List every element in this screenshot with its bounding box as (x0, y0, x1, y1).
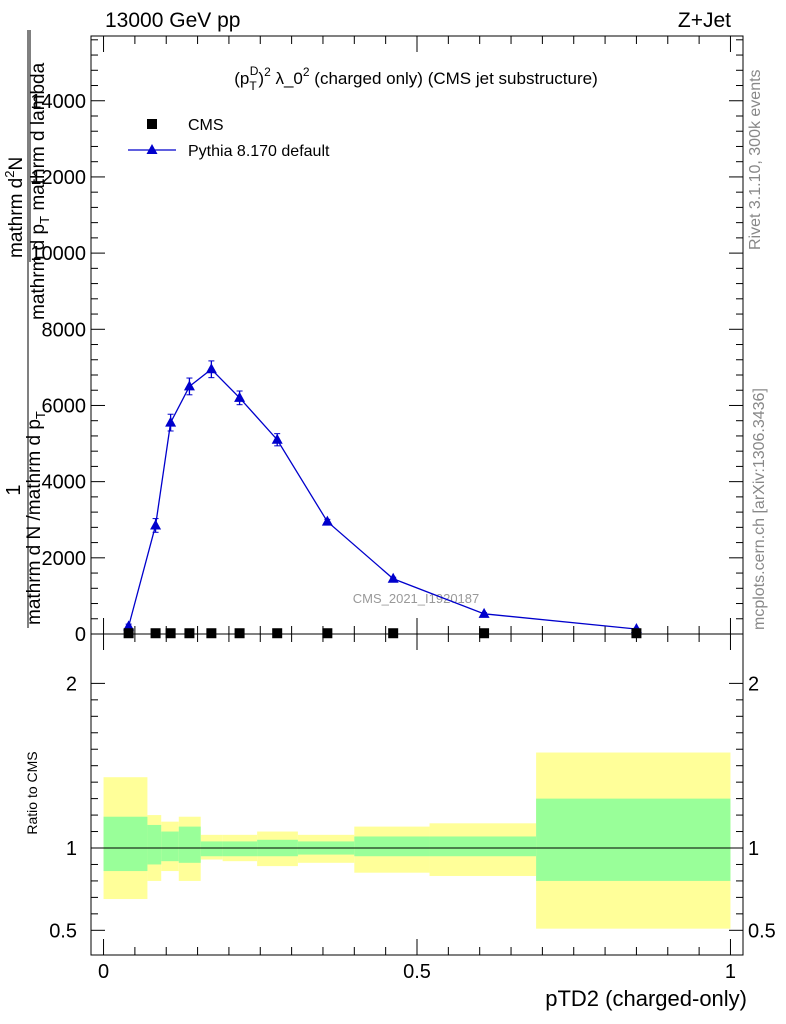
title-D: D (250, 64, 259, 78)
y-tick-label: 6000 (42, 395, 87, 417)
cms-point (322, 628, 333, 639)
ratio-inner-band (178, 826, 201, 863)
pythia-point (165, 416, 177, 427)
title-p: (p (234, 69, 249, 88)
rivet-label: Rivet 3.1.10, 300k events (747, 69, 764, 250)
pythia-point (123, 620, 135, 631)
y-tick-label: 0 (75, 624, 86, 646)
ratio-y-tick-label: 1 (66, 838, 77, 860)
ratio-inner-band (147, 824, 162, 865)
title-tail: (charged only) (CMS jet substructure) (310, 69, 598, 88)
cms-point (272, 628, 283, 639)
pythia-point (387, 572, 399, 583)
title-rest: λ_0 (271, 69, 303, 88)
ratio-ylabel: Ratio to CMS (24, 751, 40, 834)
pythia-point (271, 433, 283, 444)
cms-point (388, 628, 399, 639)
title-sup: 2 (264, 65, 271, 79)
legend-cms-marker (147, 119, 157, 129)
legend-cms-label: CMS (188, 117, 224, 134)
cms-point (479, 628, 490, 639)
main-plot: 0 2000 4000 6000 8000 10000 12000 14000 (pTD)2 … (30, 35, 744, 646)
ratio-inner-band (161, 831, 179, 862)
watermark: CMS_2021_I1920187 (353, 591, 480, 606)
ratio-inner-band (222, 841, 258, 857)
pythia-point (205, 363, 217, 374)
title-close: ) (258, 69, 264, 88)
ylabel-right-num: mathrm d2N (2, 157, 27, 258)
plot-title: (pTD)2 λ_02 (charged only) (CMS jet subs… (234, 64, 597, 93)
legend-pythia-marker (146, 144, 158, 154)
ratio-y-tick-label-right: 1 (748, 838, 759, 860)
ratio-inner-band (103, 816, 148, 872)
cms-point (150, 628, 161, 639)
y-tick-label: 12000 (30, 167, 86, 189)
mcplots-label: mcplots.cern.ch [arXiv:1306.3436] (751, 388, 768, 630)
pythia-point (321, 515, 333, 526)
cms-point (184, 628, 195, 639)
pythia-point (150, 519, 162, 530)
ratio-y-tick-label-right: 0.5 (748, 920, 776, 942)
ratio-inner-band (354, 836, 430, 857)
header-left: 13000 GeV pp (105, 9, 240, 32)
ratio-y-tick-label: 0.5 (49, 920, 77, 942)
y-tick-label: 8000 (42, 319, 87, 341)
ylabel-right-den: mathrm d pT mathrm d lambda (28, 62, 52, 320)
cms-point (165, 628, 176, 639)
cms-point (631, 628, 642, 639)
ratio-plot: 0.5 0.5 1 1 2 2 0 0.5 1 Ratio to CMS (24, 633, 776, 983)
pythia-point (478, 607, 490, 618)
x-axis-label: pTD2 (charged-only) (545, 986, 747, 1011)
legend-pythia-label: Pythia 8.170 default (188, 143, 330, 160)
ylabel-one: 1 (3, 484, 25, 495)
ratio-inner-band (200, 841, 223, 857)
ylabel-left-num: mathrm d N /mathrm d pT (24, 411, 48, 625)
main-ylabel: 1 mathrm d N /mathrm d pT mathrm d2N mat… (2, 30, 52, 628)
ratio-inner-band (536, 798, 731, 881)
y-tick-label: 4000 (42, 472, 87, 494)
cms-point (206, 628, 217, 639)
header-right: Z+Jet (678, 9, 731, 32)
title-rest-sup: 2 (303, 65, 310, 79)
y-tick-label: 2000 (42, 548, 87, 570)
x-tick-label: 0.5 (403, 961, 431, 983)
ratio-y-tick-label: 2 (66, 673, 77, 695)
y-tick-label: 14000 (30, 91, 86, 113)
pythia-point (183, 380, 195, 391)
cms-point (123, 628, 134, 639)
cms-point (234, 628, 245, 639)
pythia-point (234, 391, 246, 402)
x-tick-label: 0 (98, 961, 109, 983)
ratio-inner-band (429, 836, 537, 857)
ratio-y-tick-label-right: 2 (748, 673, 759, 695)
x-tick-label: 1 (725, 961, 736, 983)
y-tick-label: 10000 (30, 243, 86, 265)
title-T: T (249, 79, 257, 93)
